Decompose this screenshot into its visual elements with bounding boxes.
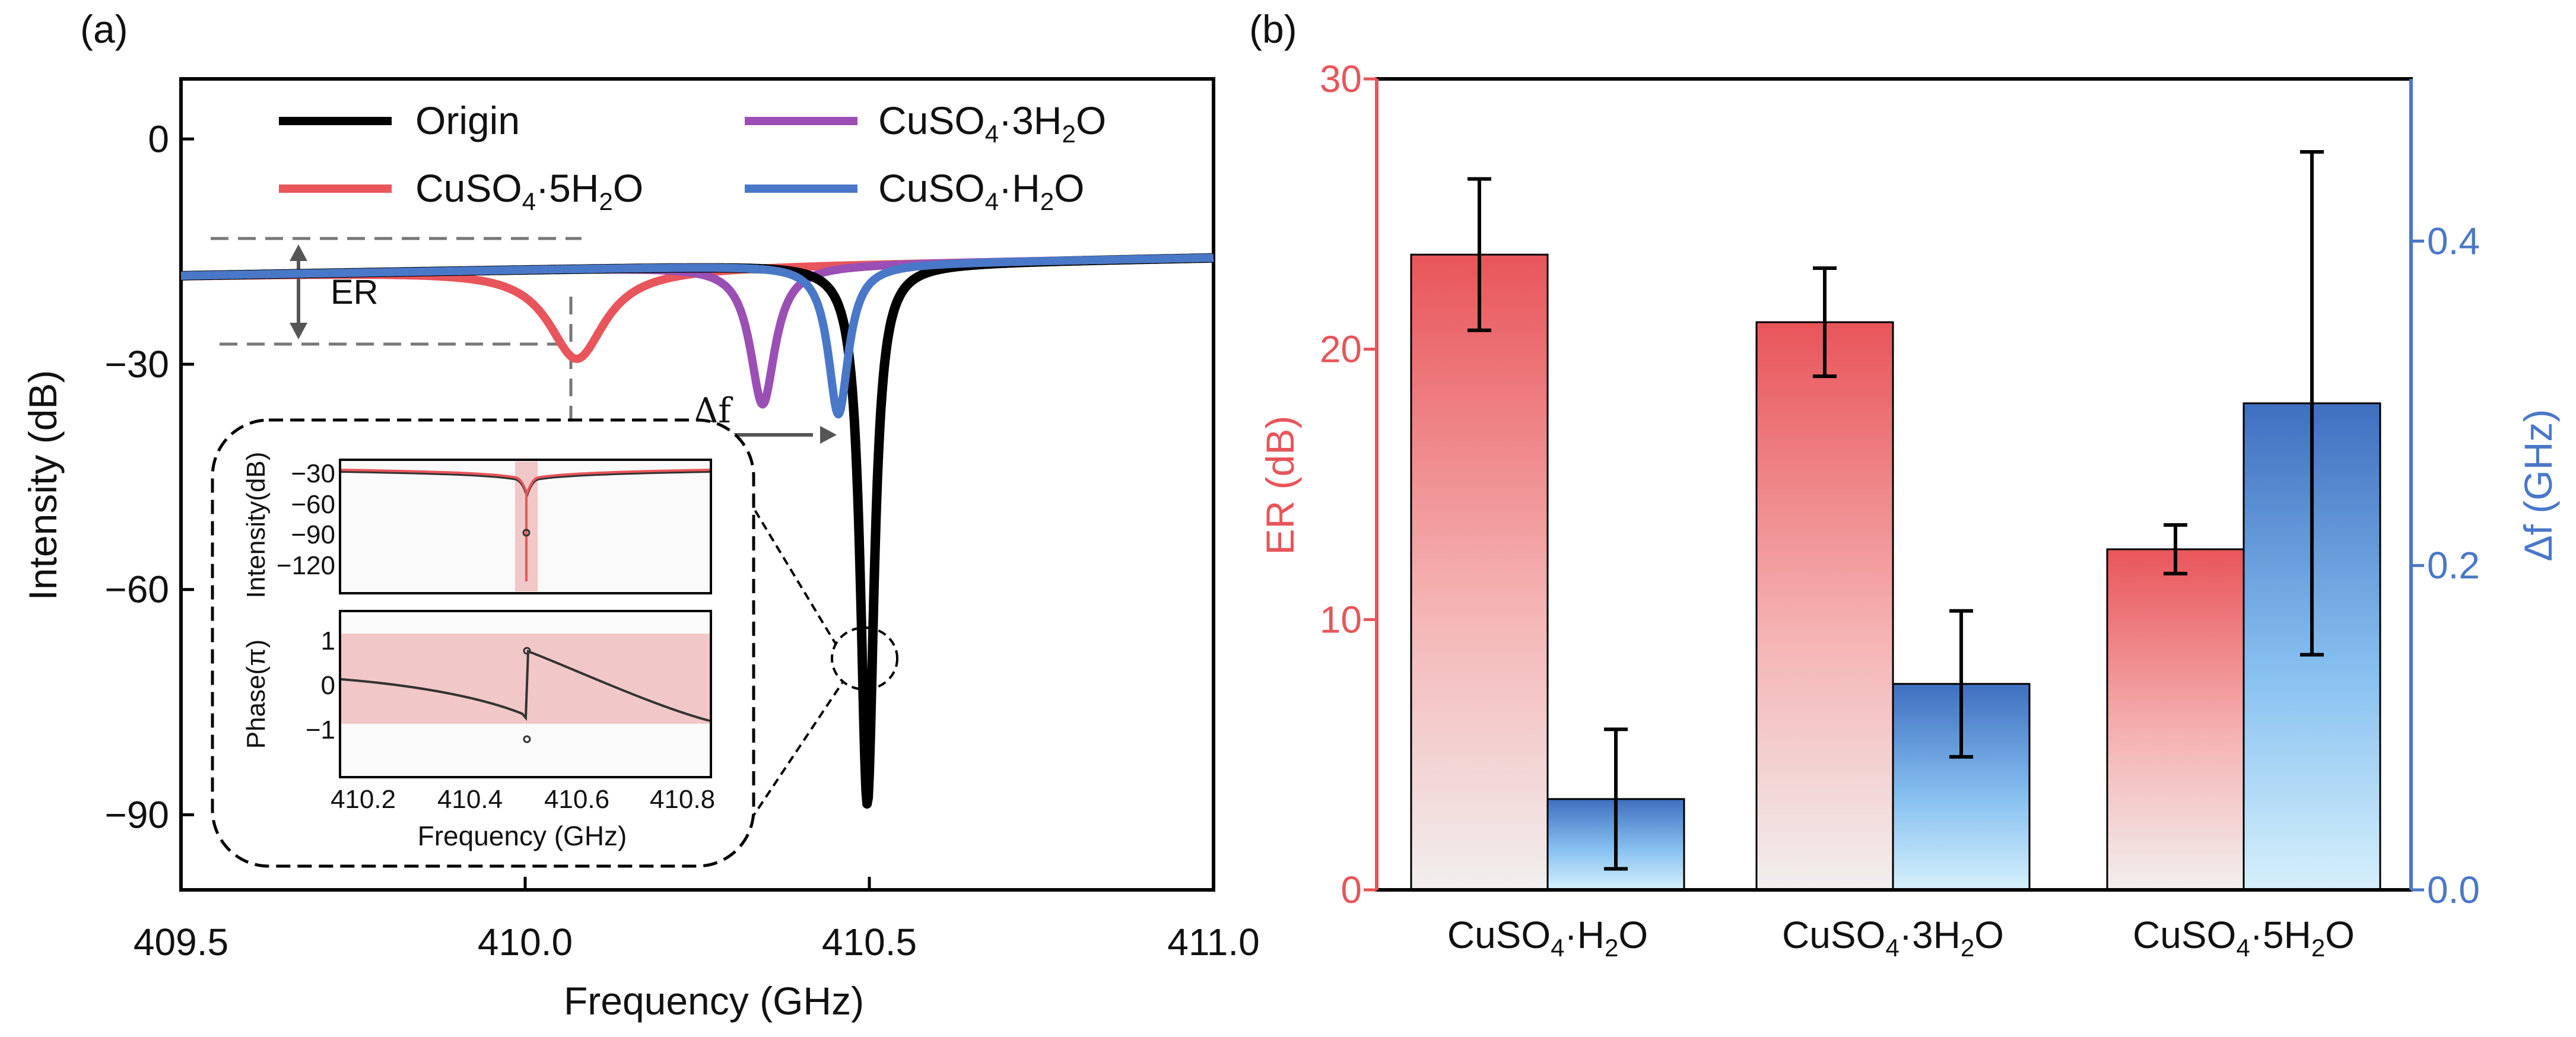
left-tick-label: 30 bbox=[1320, 58, 1362, 100]
panel-a-y-ticks: 0 −30 −60 −90 bbox=[104, 117, 194, 836]
inset-x-axis-title: Frequency (GHz) bbox=[418, 820, 627, 851]
panel-a: 409.5 410.0 410.5 411.0 0−30−60−90 Frequenc… bbox=[21, 77, 1260, 1023]
left-tick-label: 10 bbox=[1320, 598, 1362, 641]
inset-bottom-trace bbox=[341, 650, 710, 722]
inset-bottom-y-ticks: 1 0 −1 bbox=[306, 626, 335, 745]
panel-b-bars bbox=[1410, 150, 2381, 891]
panel-a-legend: Origin CuSO4·5H2O CuSO4·3H2O CuSO4·H2O bbox=[279, 98, 1106, 215]
panel-a-label: (a) bbox=[80, 7, 128, 51]
panel-a-y-axis-title: Intensity (dB) bbox=[21, 370, 65, 601]
zoom-connector-bottom bbox=[749, 681, 844, 821]
left-tick-label: 20 bbox=[1320, 328, 1362, 371]
inset-top-ytick: −120 bbox=[277, 551, 335, 580]
y-tick-label: −60 bbox=[104, 568, 169, 611]
panel-b-right-ticks: 0.0 0.2 0.4 bbox=[2411, 220, 2480, 911]
panel-b-left-ticks: 0 10 20 30 bbox=[1320, 58, 1377, 911]
inset-top-marker bbox=[522, 529, 531, 537]
legend-label-cu5: CuSO4·5H2O bbox=[415, 166, 643, 215]
legend-label-origin: Origin bbox=[415, 98, 520, 142]
legend-label-cu1: CuSO4·H2O bbox=[878, 166, 1084, 215]
inset-bottom-ytick: −1 bbox=[306, 715, 335, 745]
er-arrowhead-down bbox=[290, 323, 307, 339]
category-label: CuSO4·3H2O bbox=[1782, 914, 2004, 962]
x-tick-label: 410.0 bbox=[478, 921, 573, 963]
inset-xtick: 410.6 bbox=[544, 785, 609, 814]
right-tick-label: 0.4 bbox=[2427, 220, 2480, 262]
inset-bottom-marker-top bbox=[523, 647, 531, 655]
x-tick-label: 411.0 bbox=[1167, 921, 1259, 963]
x-tick-label: 410.5 bbox=[822, 921, 917, 963]
er-arrowhead-up bbox=[290, 244, 307, 261]
inset-top-ytick: −90 bbox=[291, 520, 335, 549]
inset-top-ytick: −60 bbox=[291, 490, 335, 519]
inset-top-y-ticks: −30 −60 −90 −120 bbox=[277, 459, 335, 580]
x-tick-label: 409.5 bbox=[134, 921, 228, 963]
panel-a-frame bbox=[179, 77, 1215, 892]
inset-bottom-marker-bottom bbox=[523, 735, 531, 743]
spectrum-line-cu1 bbox=[177, 253, 1217, 419]
y-tick-label: 0 bbox=[148, 117, 169, 160]
panel-a-x-ticks: 409.5 410.0 410.5 411.0 bbox=[134, 877, 1260, 963]
right-tick-label: 0.0 bbox=[2427, 869, 2480, 911]
category-label: CuSO4·5H2O bbox=[2133, 914, 2355, 962]
er-label: ER bbox=[331, 273, 379, 311]
y-tick-label: −30 bbox=[104, 343, 169, 386]
inset-bottom-ytick: 0 bbox=[321, 671, 335, 700]
panel-a-spectra bbox=[177, 253, 1218, 809]
panel-b-label: (b) bbox=[1249, 7, 1297, 51]
inset-top-ytick: −30 bbox=[291, 459, 335, 488]
inset-top-y-axis-title: Intensity(dB) bbox=[242, 452, 271, 599]
df-arrowhead-right bbox=[820, 426, 837, 444]
er-bar bbox=[2106, 548, 2245, 891]
inset-x-ticks: 410.2 410.4 410.6 410.8 bbox=[331, 785, 715, 814]
inset-bottom-y-axis-title: Phase(π) bbox=[242, 640, 271, 749]
panel-b-right-axis-title: Δf (GHz) bbox=[2516, 409, 2560, 562]
left-tick-label: 0 bbox=[1341, 869, 1362, 911]
er-bar bbox=[1410, 253, 1549, 891]
inset-xtick: 410.8 bbox=[650, 785, 715, 814]
zoom-circle bbox=[831, 626, 898, 691]
right-tick-label: 0.2 bbox=[2427, 544, 2480, 587]
panel-b-left-axis-title: ER (dB) bbox=[1258, 416, 1302, 555]
er-bar bbox=[1755, 321, 1894, 891]
er-annotation: ER bbox=[211, 237, 582, 439]
panel-a-x-axis-title: Frequency (GHz) bbox=[564, 979, 864, 1023]
inset-bottom-ytick: 1 bbox=[321, 626, 335, 656]
inset-xtick: 410.2 bbox=[331, 785, 396, 814]
inset-panel: −30 −60 −90 −120 Intensity(dB) 1 0 −1 Ph… bbox=[211, 418, 755, 868]
legend-label-cu3: CuSO4·3H2O bbox=[878, 98, 1106, 148]
panel-b-category-labels: CuSO4·H2O CuSO4·3H2O CuSO4·5H2O bbox=[1447, 914, 2355, 962]
inset-xtick: 410.4 bbox=[437, 785, 503, 814]
y-tick-label: −90 bbox=[104, 793, 169, 836]
category-label: CuSO4·H2O bbox=[1447, 914, 1648, 962]
